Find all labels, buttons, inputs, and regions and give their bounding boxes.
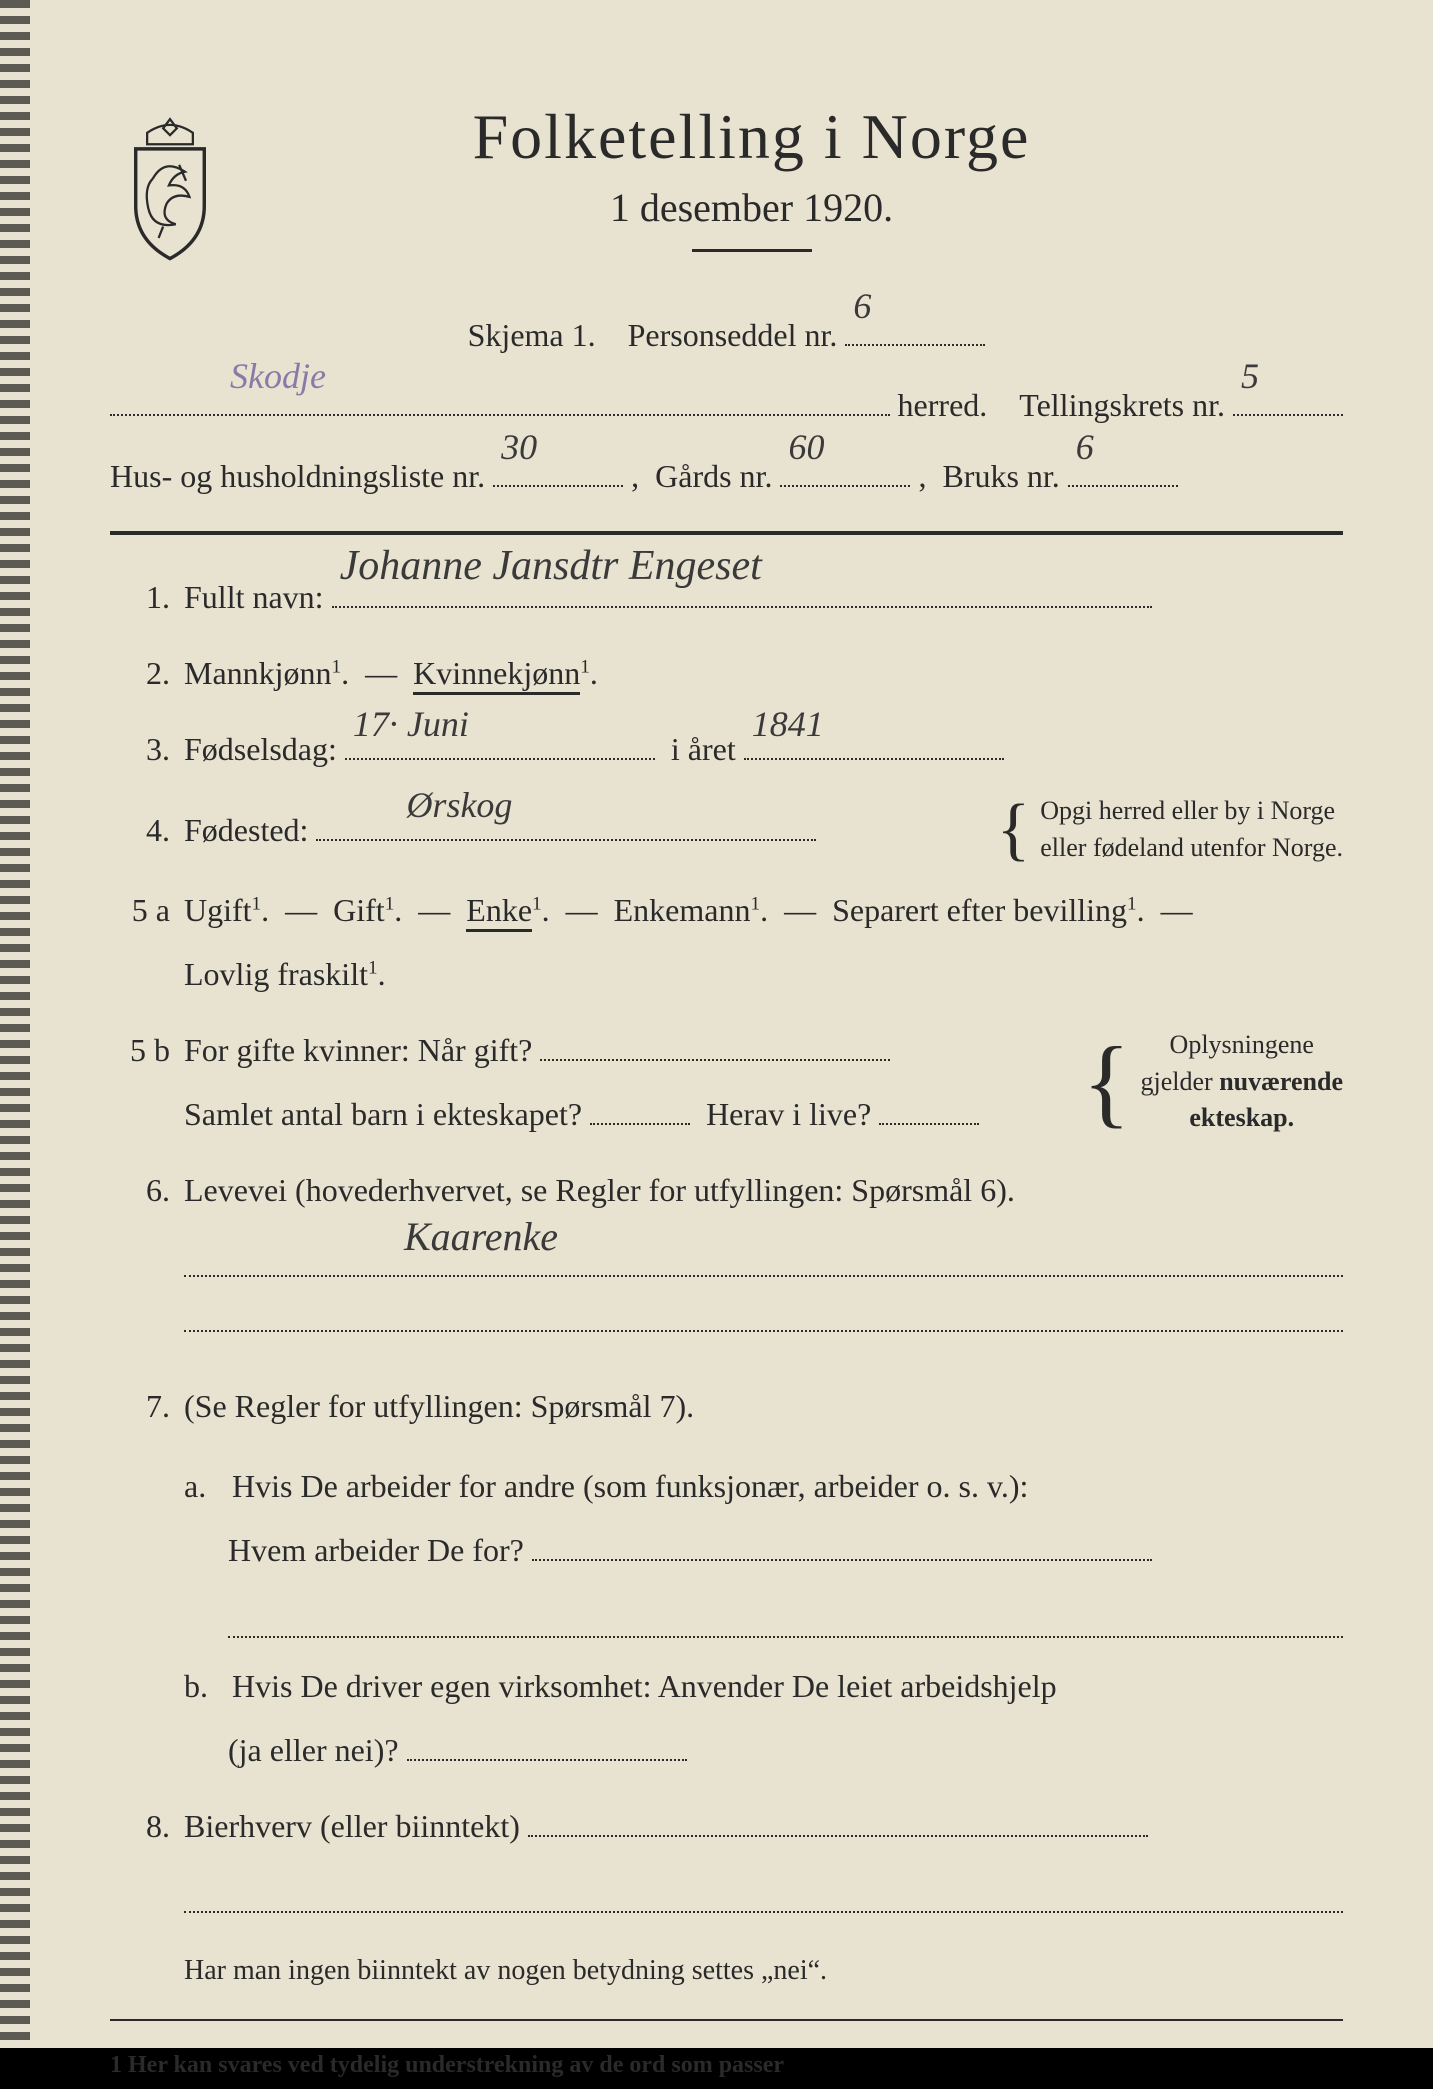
- q7a-line2: Hvem arbeider De for?: [228, 1532, 524, 1568]
- question-6: 6. Levevei (hovederhvervet, se Regler fo…: [110, 1158, 1343, 1332]
- q7-num: 7.: [110, 1374, 170, 1438]
- census-form-page: Folketelling i Norge 1 desember 1920. Sk…: [0, 0, 1433, 2048]
- q5a-enke: Enke1.: [466, 892, 549, 928]
- q7b-line2: (ja eller nei)?: [228, 1732, 399, 1768]
- tellingskrets-nr-field: 5: [1233, 372, 1343, 417]
- question-8: 8. Bierhverv (eller biinntekt): [110, 1794, 1343, 1913]
- question-3: 3. Fødselsdag: 17· Juni i året 1841: [110, 717, 1343, 781]
- herred-name-value: Skodje: [230, 337, 326, 416]
- brace-icon: {: [1083, 1042, 1131, 1122]
- q5b-side-note: Oplysningene gjelder nuværende ekteskap.: [1141, 1027, 1343, 1136]
- q4-place-value: Ørskog: [406, 769, 512, 841]
- question-7: 7. (Se Regler for utfyllingen: Spørsmål …: [110, 1374, 1343, 1781]
- question-1: 1. Fullt navn: Johanne Jansdtr Engeset: [110, 565, 1343, 629]
- q2-mann: Mannkjønn1.: [184, 655, 349, 691]
- main-title: Folketelling i Norge: [260, 100, 1243, 174]
- q7b-letter: b.: [184, 1654, 224, 1718]
- bruks-nr-field: 6: [1068, 442, 1178, 487]
- q3-day-field: 17· Juni: [345, 719, 655, 761]
- title-block: Folketelling i Norge 1 desember 1920.: [260, 100, 1343, 252]
- q7-label: (Se Regler for utfyllingen: Spørsmål 7).: [184, 1374, 1343, 1438]
- q5b-line2a-label: Samlet antal barn i ekteskapet?: [184, 1096, 582, 1132]
- q5b-line2b-label: Herav i live?: [706, 1096, 871, 1132]
- q2-num: 2.: [110, 641, 170, 705]
- meta-row-herred: Skodje herred. Tellingskrets nr. 5: [110, 370, 1343, 440]
- herred-label: herred.: [898, 370, 988, 440]
- skjema-label: Skjema 1.: [468, 300, 596, 370]
- questions-block: 1. Fullt navn: Johanne Jansdtr Engeset 2…: [110, 565, 1343, 2089]
- q3-label: Fødselsdag:: [184, 731, 337, 767]
- q4-place-field: Ørskog: [316, 799, 816, 841]
- q5a-gift: Gift1.: [333, 892, 402, 928]
- husholdning-label: Hus- og husholdningsliste nr.: [110, 441, 485, 511]
- gards-nr-value: 60: [788, 408, 824, 487]
- q5a-lovlig: Lovlig fraskilt1.: [184, 956, 386, 992]
- tellingskrets-nr-value: 5: [1241, 337, 1259, 416]
- q6-label: Levevei (hovederhvervet, se Regler for u…: [184, 1172, 1015, 1208]
- q8-field: [528, 1795, 1148, 1837]
- personseddel-label: Personseddel nr.: [628, 300, 838, 370]
- bottom-rule: [110, 2019, 1343, 2021]
- question-5b: 5 b For gifte kvinner: Når gift? Samlet …: [110, 1018, 1343, 1146]
- form-header: Folketelling i Norge 1 desember 1920.: [110, 100, 1343, 270]
- coat-of-arms-icon: [110, 110, 230, 270]
- q5b-gift-field: [540, 1019, 890, 1061]
- personseddel-nr-value: 6: [853, 267, 871, 346]
- q1-name-value: Johanne Jansdtr Engeset: [340, 524, 762, 608]
- question-2: 2. Mannkjønn1. — Kvinnekjønn1.: [110, 641, 1343, 705]
- tellingskrets-label: Tellingskrets nr.: [1019, 370, 1225, 440]
- q7a-employer-field-2: [228, 1586, 1343, 1637]
- gards-nr-field: 60: [780, 442, 910, 487]
- q5b-line1-label: For gifte kvinner: Når gift?: [184, 1032, 532, 1068]
- q4-num: 4.: [110, 798, 170, 862]
- q3-year-value: 1841: [752, 688, 824, 760]
- bruks-nr-value: 6: [1076, 408, 1094, 487]
- q3-num: 3.: [110, 717, 170, 781]
- q7b-hired-field: [407, 1719, 687, 1761]
- q7a-employer-field: [532, 1520, 1152, 1562]
- q3-day-value: 17· Juni: [353, 688, 469, 760]
- footer-note: Har man ingen biinntekt av nogen betydni…: [184, 1943, 1343, 1999]
- q5a-enkemann: Enkemann1.: [614, 892, 768, 928]
- q6-num: 6.: [110, 1158, 170, 1222]
- title-rule: [692, 249, 812, 252]
- q5b-live-field: [879, 1083, 979, 1125]
- q2-kvinne: Kvinnekjønn1.: [413, 655, 598, 691]
- husholdning-nr-value: 30: [501, 408, 537, 487]
- q7a-letter: a.: [184, 1454, 224, 1518]
- question-4: 4. Fødested: Ørskog { Opgi herred eller …: [110, 793, 1343, 866]
- q6-value: Kaarenke: [404, 1197, 558, 1277]
- q1-num: 1.: [110, 565, 170, 629]
- left-perforation: [0, 0, 30, 2048]
- q5a-separert: Separert efter bevilling1.: [832, 892, 1145, 928]
- q4-label: Fødested:: [184, 812, 308, 848]
- q7b-line1: Hvis De driver egen virksomhet: Anvender…: [232, 1668, 1057, 1704]
- q5a-num: 5 a: [110, 878, 170, 942]
- q6-value-field: Kaarenke: [184, 1226, 1343, 1277]
- q5b-num: 5 b: [110, 1018, 170, 1082]
- gards-label: Gårds nr.: [655, 441, 772, 511]
- q6-value-field-2: [184, 1281, 1343, 1332]
- meta-row-hushold: Hus- og husholdningsliste nr. 30 , Gårds…: [110, 441, 1343, 511]
- q8-num: 8.: [110, 1794, 170, 1858]
- q3-year-field: 1841: [744, 719, 1004, 761]
- herred-name-field: Skodje: [110, 372, 890, 417]
- q7a-line1: Hvis De arbeider for andre (som funksjon…: [232, 1468, 1028, 1504]
- sub-title: 1 desember 1920.: [260, 184, 1243, 231]
- brace-icon: {: [997, 802, 1031, 858]
- q4-side-note: Opgi herred eller by i Norge eller fødel…: [1040, 793, 1343, 866]
- question-5a: 5 a Ugift1. — Gift1. — Enke1. — Enkemann…: [110, 878, 1343, 1006]
- meta-block: Skjema 1. Personseddel nr. 6 Skodje herr…: [110, 300, 1343, 511]
- q8-label: Bierhverv (eller biinntekt): [184, 1808, 520, 1844]
- q5a-ugift: Ugift1.: [184, 892, 269, 928]
- personseddel-nr-field: 6: [845, 301, 985, 346]
- q1-name-field: Johanne Jansdtr Engeset: [332, 567, 1152, 609]
- q1-label: Fullt navn:: [184, 579, 324, 615]
- q5b-barn-field: [590, 1083, 690, 1125]
- husholdning-nr-field: 30: [493, 442, 623, 487]
- q3-year-label: i året: [671, 731, 736, 767]
- q8-field-2: [184, 1862, 1343, 1913]
- bruks-label: Bruks nr.: [942, 441, 1059, 511]
